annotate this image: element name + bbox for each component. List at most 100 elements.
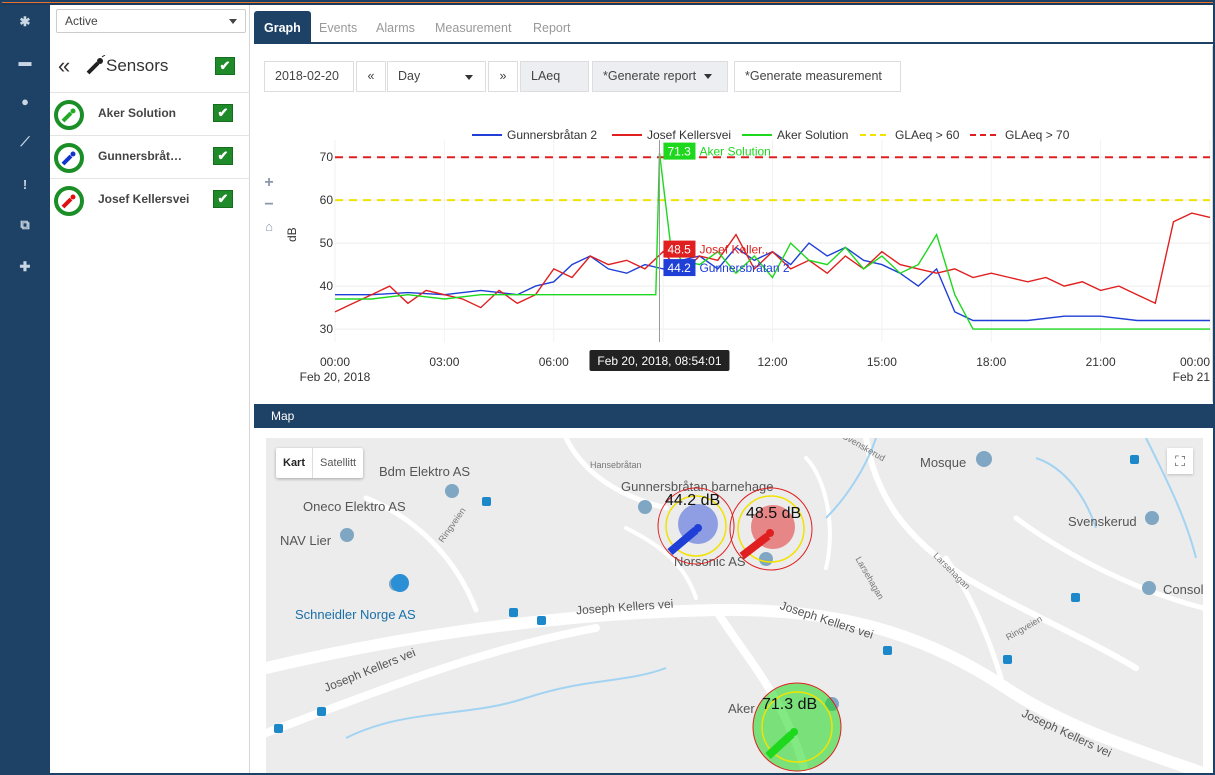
series-line <box>335 242 1210 322</box>
metric-select[interactable]: LAeq <box>520 61 589 92</box>
hover-series-label: Aker Solution <box>699 145 770 159</box>
noise-circle <box>657 487 735 565</box>
legend-label: Aker Solution <box>777 128 848 142</box>
generate-measurement-button[interactable]: *Generate measurement <box>734 61 901 92</box>
noise-circle <box>729 487 813 571</box>
x-tick-label: 15:00 <box>867 355 897 369</box>
status-filter-select[interactable]: Active <box>56 9 246 33</box>
marker-label: 44.2 dB <box>665 492 721 509</box>
x-tick-sublabel: Feb 21 <box>1173 370 1211 384</box>
sensor-badge <box>54 143 84 173</box>
zoom-in-icon[interactable]: + <box>264 174 274 191</box>
place-label: Mosque <box>920 455 967 470</box>
noise-marker-gunnersbratan[interactable]: 44.2 dB <box>656 486 736 566</box>
tab-report[interactable]: Report <box>533 21 571 35</box>
x-tick-label: 18:00 <box>976 355 1006 369</box>
series-line <box>334 212 1211 313</box>
prev-period-button[interactable]: « <box>356 61 386 92</box>
y-axis-label: dB <box>285 227 299 242</box>
next-period-button[interactable]: » <box>488 61 518 92</box>
sensor-item-josef-kellersvei[interactable]: Josef Kellersvei ✔ <box>50 178 250 221</box>
sensor-badge <box>54 100 84 130</box>
sensor-checkbox[interactable]: ✔ <box>213 147 233 165</box>
hover-series-label: Josef Keller... <box>699 243 771 257</box>
hover-value: 71.3 <box>667 145 691 159</box>
place-label: Consol <box>1163 582 1203 597</box>
sensor-item-aker-solution[interactable]: Aker Solution ✔ <box>50 92 250 135</box>
y-tick-label: 30 <box>320 322 334 336</box>
noise-circle <box>752 682 842 772</box>
time-tooltip: Feb 20, 2018, 08:54:01 <box>597 354 721 368</box>
y-tick-label: 60 <box>320 193 334 207</box>
x-tick-label: 06:00 <box>539 355 569 369</box>
zoom-out-icon[interactable]: − <box>264 196 274 213</box>
map-header: Map <box>254 404 1213 428</box>
map-type-kart[interactable]: Kart <box>283 457 306 469</box>
sensors-title: Sensors <box>106 56 169 75</box>
tab-measurement[interactable]: Measurement <box>435 21 512 35</box>
series-line <box>335 152 1210 330</box>
top-accent-bar <box>0 0 1215 5</box>
legend-label: Gunnersbråtan 2 <box>507 128 597 142</box>
chevron-down-icon <box>229 19 237 24</box>
copy-icon[interactable]: ⧉ <box>20 217 30 232</box>
map-type-switcher: Kart Satellitt <box>276 448 364 478</box>
sidebar: Active « Sensors ✔ Aker Solution ✔ Gu <box>50 5 250 775</box>
chevron-down-icon <box>704 74 713 80</box>
sensor-name: Gunnersbråt… <box>98 149 183 163</box>
noise-marker-aker-solution[interactable]: 71.3 dB <box>752 682 842 772</box>
y-tick-label: 70 <box>320 150 334 164</box>
icon-rail: ✱ ▬ ● ⟋ ! ⧉ ✚ <box>0 5 50 775</box>
alert-icon[interactable]: ! <box>22 177 28 192</box>
sound-meter-icon <box>61 151 76 166</box>
place-label: Aker <box>728 701 755 716</box>
x-tick-label: 21:00 <box>1086 355 1116 369</box>
street-label: Hansebråtan <box>590 460 642 470</box>
hover-value-box <box>663 259 696 277</box>
sensor-checkbox[interactable]: ✔ <box>213 104 233 122</box>
noise-marker-josef-kellersvei[interactable]: 48.5 dB <box>728 486 814 572</box>
graph-panel: 2018-02-20 « Day » LAeq *Generate report… <box>254 46 1213 402</box>
sensor-badge <box>54 186 84 216</box>
hover-series-label: Gunnersbråtan 2 <box>699 261 789 275</box>
tab-graph[interactable]: Graph <box>254 11 311 44</box>
plus-icon[interactable]: ✚ <box>19 259 31 274</box>
sensor-icon[interactable]: ⟋ <box>20 134 30 149</box>
x-tick-label: 12:00 <box>757 355 787 369</box>
status-filter-value: Active <box>65 14 98 28</box>
gear-icon[interactable]: ✱ <box>19 14 31 29</box>
trash-icon[interactable]: ▬ <box>18 54 32 69</box>
y-tick-label: 50 <box>320 236 334 250</box>
all-sensors-checkbox[interactable]: ✔ <box>215 57 235 75</box>
user-icon[interactable]: ● <box>21 94 29 109</box>
sound-meter-icon <box>86 55 106 75</box>
x-tick-label: 00:00 <box>320 355 350 369</box>
x-tick-label: 03:00 <box>429 355 459 369</box>
map-canvas[interactable]: Kart Satellitt ⛶ Bdm Elektro AS Oneco Ele… <box>266 438 1203 775</box>
generate-report-label: *Generate report <box>603 69 697 83</box>
place-label: Oneco Elektro AS <box>303 499 406 514</box>
period-select[interactable]: Day <box>387 61 486 92</box>
tab-events[interactable]: Events <box>319 21 358 35</box>
sensor-checkbox[interactable]: ✔ <box>213 190 233 208</box>
home-icon[interactable]: ⌂ <box>265 219 273 234</box>
sensor-item-gunnersbratan[interactable]: Gunnersbråt… ✔ <box>50 135 250 178</box>
sensor-name: Josef Kellersvei <box>98 192 190 206</box>
legend-label: GLAeq > 60 <box>895 128 960 142</box>
hover-value-box <box>663 142 696 160</box>
map-type-satellite[interactable]: Satellitt <box>312 448 363 478</box>
marker-label: 71.3 dB <box>762 696 818 713</box>
marker-label: 48.5 dB <box>746 505 802 522</box>
tab-alarms[interactable]: Alarms <box>376 21 415 35</box>
collapse-icon[interactable]: « <box>58 53 71 78</box>
period-value: Day <box>398 69 421 83</box>
date-picker[interactable]: 2018-02-20 <box>264 61 354 92</box>
time-tooltip-box <box>589 350 730 371</box>
line-chart[interactable]: Gunnersbråtan 2 Josef Kellersvei Aker Solu… <box>254 102 1213 402</box>
legend-label: Josef Kellersvei <box>647 128 731 142</box>
generate-report-button[interactable]: *Generate report <box>592 61 728 92</box>
place-label: Schneidler Norge AS <box>295 607 416 622</box>
fullscreen-icon[interactable]: ⛶ <box>1167 448 1193 474</box>
y-tick-label: 40 <box>320 279 334 293</box>
hover-value: 48.5 <box>667 243 691 257</box>
